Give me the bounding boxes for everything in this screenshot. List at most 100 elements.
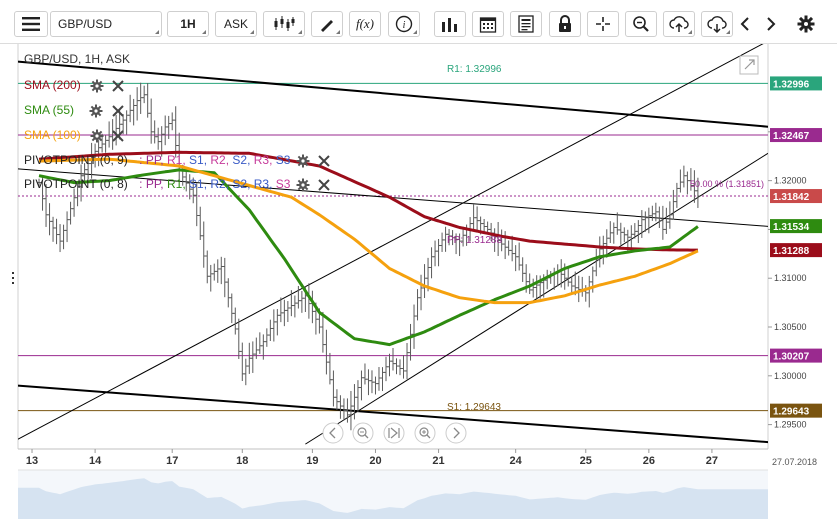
timeframe-label: 1H (180, 17, 196, 31)
ytick-label: 1.32000 (774, 176, 807, 186)
download-button[interactable] (701, 11, 733, 37)
gear-icon (797, 15, 815, 33)
gear-icon[interactable] (90, 129, 104, 143)
symbol-select[interactable]: GBP/USD (50, 11, 162, 37)
chart-area[interactable]: R1: 1.32996 PP: 1.31288 S1: 1.29643 50.0… (0, 44, 837, 519)
crosshair-button[interactable] (587, 11, 619, 37)
sma-series (38, 150, 699, 347)
panel-handle-icon[interactable] (12, 272, 14, 284)
close-icon[interactable] (111, 104, 125, 118)
date-stamp: 27.07.2018 (772, 457, 817, 467)
pivot2-r2: R2, (210, 177, 230, 191)
series-sma-100-[interactable] (38, 157, 699, 305)
menu-button[interactable] (14, 11, 48, 37)
reset-icon (388, 427, 400, 439)
chart-annotations: R1: 1.32996 PP: 1.31288 S1: 1.29643 50.0… (447, 64, 764, 413)
fx-button[interactable]: f(x) (349, 11, 381, 37)
pivot1-r3: R3, (253, 153, 273, 167)
price-chart[interactable]: R1: 1.32996 PP: 1.31288 S1: 1.29643 50.0… (0, 44, 837, 519)
price-label-box (770, 348, 822, 363)
expand-icon[interactable] (739, 55, 759, 75)
nav-zoom-in-button[interactable] (414, 422, 436, 444)
pivot1-r2: R2, (210, 153, 230, 167)
close-icon[interactable] (111, 129, 125, 143)
zoom-in-icon (419, 427, 429, 437)
timeframe-select[interactable]: 1H (167, 11, 209, 37)
symbol-label: GBP/USD (58, 17, 113, 31)
draw-icon (321, 20, 333, 32)
scroll-right-button[interactable] (760, 11, 782, 37)
scroll-left-button[interactable] (734, 11, 756, 37)
trendline-3[interactable] (18, 44, 768, 440)
xtick-label: 18 (236, 455, 248, 467)
menu-icon (22, 17, 40, 31)
news-icon (518, 15, 534, 33)
trendline-2[interactable] (18, 168, 782, 228)
trendline-1[interactable] (18, 384, 782, 444)
price-label-box (770, 219, 822, 234)
price-type-select[interactable]: ASK (215, 11, 257, 37)
settings-button[interactable] (793, 11, 819, 37)
trendline-0[interactable] (18, 60, 782, 128)
price-type-label: ASK (223, 17, 248, 31)
indicators-icon (442, 18, 457, 32)
fib-label: 50.00 % (1.31851) (690, 179, 764, 189)
price-label: 1.32996 (773, 79, 810, 90)
crosshair-icon (596, 17, 610, 31)
lock-icon (559, 15, 571, 32)
gear-icon[interactable] (90, 79, 104, 93)
legend-sma100[interactable]: SMA (100) (24, 128, 129, 143)
series-sma-55-[interactable] (38, 168, 699, 347)
svg-text:i: i (403, 20, 406, 31)
draw-button[interactable] (311, 11, 343, 37)
legend-sma55-label: SMA (55) (24, 103, 75, 117)
xtick-label: 19 (306, 455, 318, 467)
calendar-button[interactable] (472, 11, 504, 37)
pivot2-r1: R1, (166, 177, 186, 191)
pivot2-s3: S3 (275, 177, 291, 191)
s1-label: S1: 1.29643 (447, 402, 501, 413)
pivot2-s1: S1, (189, 177, 208, 191)
price-labels: 1.32996 1.32467 1.31842 1.31534 1.31288 1.302… (770, 76, 822, 418)
price-series (37, 82, 700, 431)
info-button[interactable]: i (388, 11, 420, 37)
price-label-box (770, 403, 822, 418)
download-icon (707, 16, 727, 33)
price-label: 1.31288 (773, 246, 810, 257)
legend-pivot2[interactable]: PIVOTPOINT (0, 8) : PP, R1, S1, R2, S2, … (24, 177, 335, 192)
lock-button[interactable] (549, 11, 581, 37)
gear-icon[interactable] (296, 154, 310, 168)
x-axis: 13 14 17 18 19 20 21 24 25 26 27 (26, 449, 718, 467)
pivot2-s2: S2, (232, 177, 251, 191)
xtick-label: 17 (166, 455, 178, 467)
navigator[interactable] (18, 469, 768, 519)
close-icon[interactable] (317, 154, 331, 168)
legend-pivot1[interactable]: PIVOTPOINT (0, 9) : PP, R1, S1, R2, S2, … (24, 153, 335, 168)
gear-icon[interactable] (296, 178, 310, 192)
upload-button[interactable] (663, 11, 695, 37)
xtick-label: 26 (643, 455, 655, 467)
chevron-right-icon (767, 17, 776, 31)
nav-buttons (322, 422, 467, 444)
series-sma-200-[interactable] (38, 150, 698, 252)
legend-sma200[interactable]: SMA (200) (24, 78, 129, 93)
news-button[interactable] (510, 11, 542, 37)
nav-back-button[interactable] (322, 422, 344, 444)
zoom-out-icon (357, 427, 367, 437)
price-label-box (770, 128, 822, 143)
legend-sma55[interactable]: SMA (55) (24, 103, 129, 118)
nav-zoom-out-button[interactable] (352, 422, 374, 444)
gear-icon[interactable] (89, 104, 103, 118)
trendline-4[interactable] (305, 152, 768, 445)
zoom-icon (633, 16, 649, 32)
close-icon[interactable] (111, 79, 125, 93)
zoom-button[interactable] (625, 11, 657, 37)
indicators-button[interactable] (434, 11, 466, 37)
pivot1-s2: S2, (232, 153, 251, 167)
legend-sma100-label: SMA (100) (24, 128, 81, 142)
ytick-label: 1.30000 (774, 371, 807, 381)
close-icon[interactable] (317, 178, 331, 192)
nav-reset-button[interactable] (383, 422, 405, 444)
nav-forward-button[interactable] (445, 422, 467, 444)
chart-type-button[interactable] (263, 11, 305, 37)
